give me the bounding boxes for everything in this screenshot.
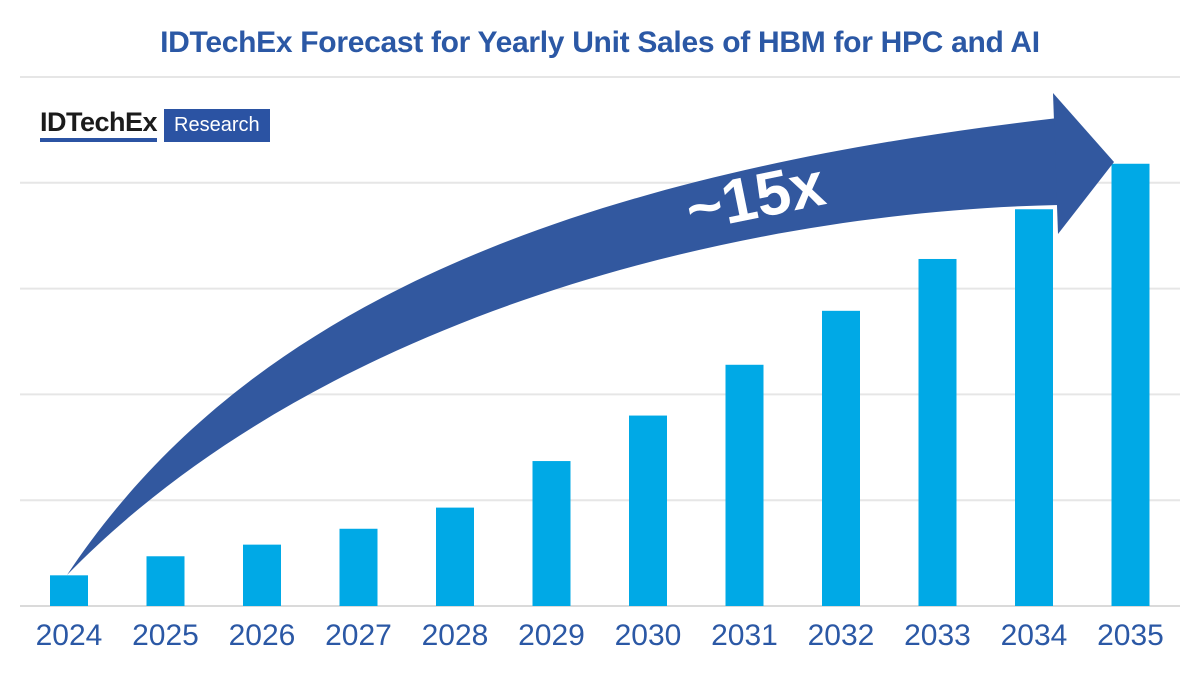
x-axis-label-2032: 2032 (808, 619, 875, 652)
bar-2034 (1015, 209, 1053, 606)
bar-2026 (243, 544, 281, 606)
logo-brand-text: IDTechEx (40, 107, 158, 137)
idtechex-research-logo: IDTechEx Research (40, 109, 270, 142)
bar-2035 (1111, 163, 1150, 607)
bar-2031 (725, 364, 764, 606)
x-axis-label-2035: 2035 (1097, 619, 1164, 652)
logo-underline (40, 138, 158, 142)
x-axis-label-2034: 2034 (1001, 619, 1068, 652)
chart-title: IDTechEx Forecast for Yearly Unit Sales … (160, 26, 1040, 59)
x-axis-label-2025: 2025 (132, 619, 199, 652)
bar-2029 (532, 461, 571, 606)
growth-arrow-head (1053, 93, 1114, 234)
bar-2030 (629, 415, 667, 606)
logo-brand: IDTechEx (40, 107, 158, 142)
x-axis-label-2031: 2031 (711, 619, 778, 652)
x-axis-labels: 2024 2025 2026 2027 2028 2029 2030 2031 2032 2033… (36, 619, 1164, 652)
bars (50, 163, 1150, 607)
x-axis-label-2024: 2024 (36, 619, 103, 652)
bar-2033 (918, 258, 957, 606)
logo-research-badge: Research (164, 109, 270, 142)
x-axis-label-2026: 2026 (229, 619, 296, 652)
x-axis-label-2029: 2029 (518, 619, 585, 652)
bar-2027 (339, 528, 378, 606)
growth-annotation-text: ~15x (680, 150, 831, 246)
x-axis-label-2030: 2030 (615, 619, 682, 652)
bar-2025 (146, 556, 185, 606)
growth-arrow-band (67, 118, 1058, 575)
x-axis-label-2028: 2028 (422, 619, 489, 652)
x-axis-label-2033: 2033 (904, 619, 971, 652)
bar-2024 (50, 575, 88, 606)
x-axis-label-2027: 2027 (325, 619, 392, 652)
bar-2032 (822, 310, 860, 606)
bar-2028 (436, 507, 474, 606)
